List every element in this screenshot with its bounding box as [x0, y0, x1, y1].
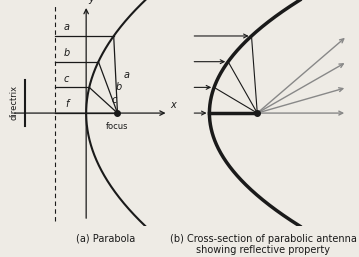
Text: f: f: [65, 99, 68, 109]
Text: directrix: directrix: [9, 85, 18, 120]
Text: b: b: [64, 48, 70, 58]
Text: y: y: [89, 0, 94, 4]
Text: a: a: [64, 22, 70, 32]
Text: b: b: [116, 82, 122, 92]
Text: a: a: [123, 70, 130, 79]
Text: (b) Cross-section of parabolic antenna
showing reflective property: (b) Cross-section of parabolic antenna s…: [170, 234, 357, 255]
Text: focus: focus: [106, 122, 129, 131]
Text: x: x: [171, 100, 176, 110]
Text: c: c: [64, 74, 69, 84]
Text: (a) Parabola: (a) Parabola: [76, 234, 135, 244]
Text: c: c: [111, 95, 117, 105]
